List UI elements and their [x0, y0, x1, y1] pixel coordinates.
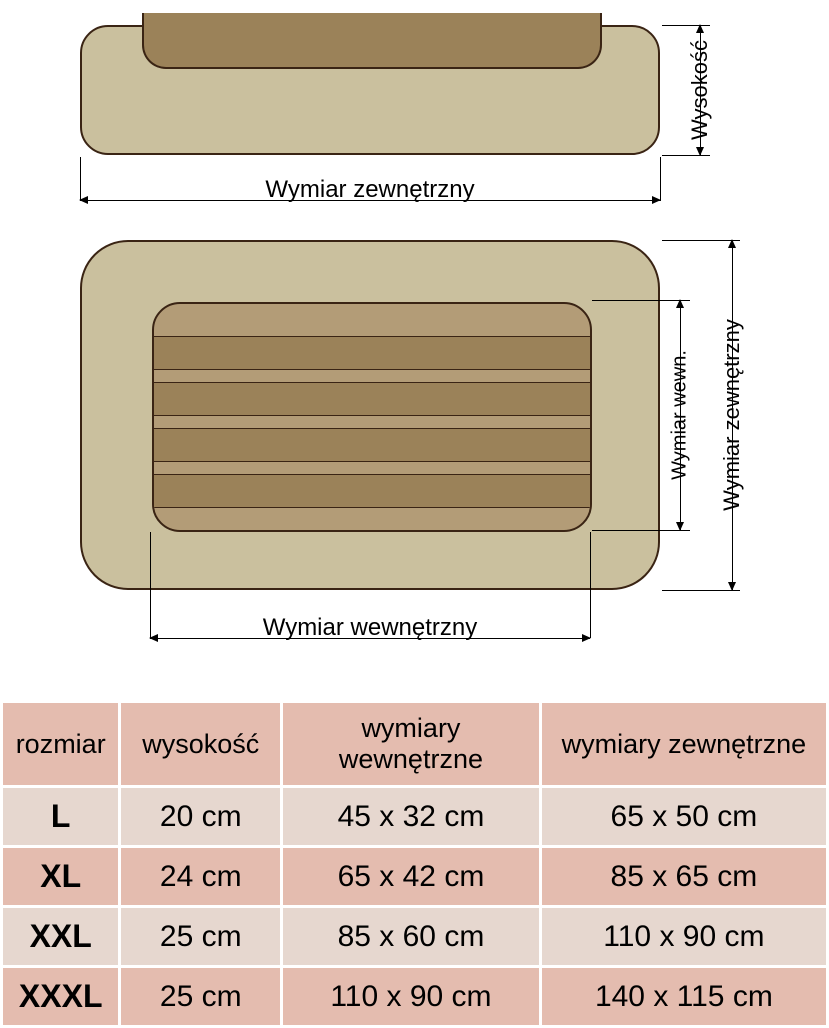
ext-line: [660, 157, 661, 201]
table-body: L 20 cm 45 x 32 cm 65 x 50 cm XL 24 cm 6…: [3, 788, 826, 1025]
cell-inner: 65 x 42 cm: [283, 848, 539, 905]
dim-height: Wysokość: [692, 25, 708, 155]
size-table: rozmiar wysokość wymiary wewnętrzne wymi…: [0, 700, 829, 1028]
cell-outer: 65 x 50 cm: [542, 788, 826, 845]
table-row: XL 24 cm 65 x 42 cm 85 x 65 cm: [3, 848, 826, 905]
cell-inner: 85 x 60 cm: [283, 908, 539, 965]
cell-size: L: [3, 788, 118, 845]
bed-top-outer: [80, 240, 660, 590]
col-outer: wymiary zewnętrzne: [542, 703, 826, 785]
dim-inner-width-label: Wymiar wewnętrzny: [263, 614, 478, 642]
dim-outer-width: Wymiar zewnętrzny: [80, 192, 660, 208]
table-row: XXL 25 cm 85 x 60 cm 110 x 90 cm: [3, 908, 826, 965]
ext-line: [590, 532, 591, 638]
mattress-stripe: [154, 428, 590, 462]
cell-height: 24 cm: [121, 848, 280, 905]
cell-inner: 45 x 32 cm: [283, 788, 539, 845]
mattress-stripe: [154, 382, 590, 416]
mattress-stripe: [154, 336, 590, 370]
dim-height-label: Wysokość: [687, 40, 713, 140]
cell-size: XXL: [3, 908, 118, 965]
cell-outer: 140 x 115 cm: [542, 968, 826, 1025]
cell-height: 20 cm: [121, 788, 280, 845]
cell-inner: 110 x 90 cm: [283, 968, 539, 1025]
table-row: L 20 cm 45 x 32 cm 65 x 50 cm: [3, 788, 826, 845]
cell-height: 25 cm: [121, 968, 280, 1025]
dim-inner-height: Wymiar wewn.: [672, 300, 688, 530]
dim-outer-height: Wymiar zewnętrzny: [724, 240, 740, 590]
top-view: Wymiar wewn. Wymiar zewnętrzny Wymiar we…: [80, 240, 760, 660]
cell-size: XXXL: [3, 968, 118, 1025]
cell-height: 25 cm: [121, 908, 280, 965]
cell-outer: 85 x 65 cm: [542, 848, 826, 905]
col-inner: wymiary wewnętrzne: [283, 703, 539, 785]
dim-inner-height-label: Wymiar wewn.: [669, 350, 692, 480]
bed-side-inner: [142, 13, 602, 69]
dim-outer-height-label: Wymiar zewnętrzny: [719, 319, 745, 511]
mattress-stripe: [154, 474, 590, 508]
col-height: wysokość: [121, 703, 280, 785]
bed-side-outer: [80, 25, 660, 155]
bed-top-inner: [152, 302, 592, 532]
ext-line: [150, 532, 151, 638]
cell-size: XL: [3, 848, 118, 905]
dimension-diagram: Wysokość Wymiar zewnętrzny Wymiar wewn.: [0, 0, 829, 700]
table-header-row: rozmiar wysokość wymiary wewnętrzne wymi…: [3, 703, 826, 785]
col-size: rozmiar: [3, 703, 118, 785]
dim-inner-width: Wymiar wewnętrzny: [150, 630, 590, 646]
cell-outer: 110 x 90 cm: [542, 908, 826, 965]
side-view: Wysokość Wymiar zewnętrzny: [80, 10, 690, 170]
table-row: XXXL 25 cm 110 x 90 cm 140 x 115 cm: [3, 968, 826, 1025]
dim-outer-width-label: Wymiar zewnętrzny: [265, 176, 474, 204]
